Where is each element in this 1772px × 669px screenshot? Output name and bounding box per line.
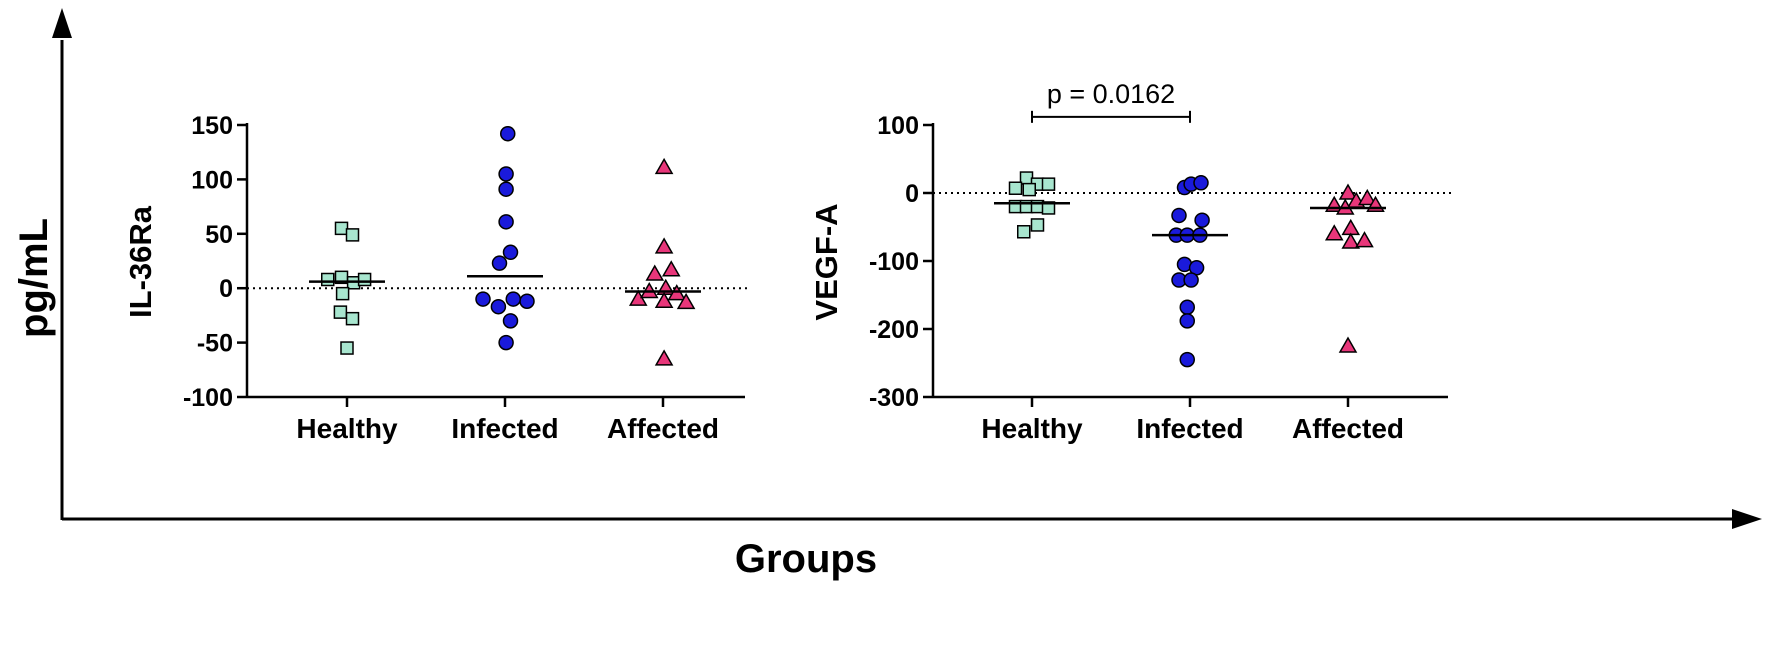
data-point-healthy xyxy=(1008,181,1023,195)
data-point-affected xyxy=(661,260,681,277)
outer-y-arrowhead xyxy=(52,8,72,38)
data-point-affected xyxy=(1338,183,1358,200)
data-point-infected xyxy=(1179,313,1195,329)
chart-panel-il36ra: IL-36Ra 150 100 50 0 -50 -100 Healthy Infected A… xyxy=(123,112,750,444)
data-point-infected xyxy=(491,255,508,271)
data-point-healthy xyxy=(345,228,360,242)
outer-x-label: Groups xyxy=(735,537,877,581)
data-point-infected xyxy=(498,334,514,351)
data-point-infected xyxy=(502,244,519,261)
data-point-healthy xyxy=(333,305,348,319)
y-tick-label: 150 xyxy=(191,112,233,140)
x-category-label: Healthy xyxy=(981,413,1083,444)
data-point-infected xyxy=(490,298,507,315)
y-tick-label: -300 xyxy=(869,384,919,412)
data-point-healthy xyxy=(321,272,335,287)
data-point-infected xyxy=(505,291,521,307)
panel1-plot: 150 100 50 0 -50 -100 Healthy Infected Affected xyxy=(183,112,750,444)
data-point-infected xyxy=(502,313,519,329)
x-category-label: Healthy xyxy=(296,413,398,444)
y-tick-label: 50 xyxy=(205,221,233,249)
data-point-infected xyxy=(475,291,491,307)
y-tick-label: -100 xyxy=(869,248,919,276)
x-category-label: Infected xyxy=(451,413,558,444)
outer-y-label: pg/mL xyxy=(12,218,56,338)
data-point-infected xyxy=(1193,175,1209,191)
data-point-affected xyxy=(1341,232,1361,249)
data-point-infected xyxy=(1179,299,1195,315)
data-point-affected xyxy=(1355,231,1374,248)
y-tick-label: 100 xyxy=(191,166,233,194)
x-category-label: Infected xyxy=(1136,413,1243,444)
panel2-plot: 100 0 -100 -200 -300 Healthy Infected Affected p… xyxy=(869,79,1453,444)
y-tick-label: 0 xyxy=(905,180,919,208)
data-point-infected xyxy=(498,166,514,182)
data-point-healthy xyxy=(345,311,360,326)
data-point-affected xyxy=(654,349,674,366)
y-tick-label: 100 xyxy=(877,112,919,140)
y-tick-label: -50 xyxy=(197,330,233,358)
data-point-infected xyxy=(519,293,535,310)
data-point-healthy xyxy=(1019,171,1034,185)
data-point-infected xyxy=(1171,207,1187,224)
panel1-ylabel: IL-36Ra xyxy=(123,205,158,318)
data-point-affected xyxy=(1357,188,1377,206)
data-point-healthy xyxy=(334,221,349,236)
outer-axes: Groups pg/mL xyxy=(12,8,1762,581)
x-category-label: Affected xyxy=(1292,413,1404,444)
data-point-infected xyxy=(1179,351,1195,368)
data-point-healthy xyxy=(1030,218,1045,232)
data-point-infected xyxy=(500,125,516,142)
data-point-affected xyxy=(654,157,674,175)
data-point-affected xyxy=(1338,336,1358,353)
data-point-affected xyxy=(676,292,696,310)
x-category-label: Affected xyxy=(607,413,719,444)
y-tick-label: 0 xyxy=(219,275,233,303)
data-point-healthy xyxy=(357,272,372,287)
data-point-healthy xyxy=(1017,225,1031,239)
panel2-ylabel: VEGF-A xyxy=(809,203,844,320)
data-point-healthy xyxy=(340,341,354,355)
data-point-infected xyxy=(498,214,514,230)
data-point-healthy xyxy=(1022,182,1036,197)
outer-x-arrowhead xyxy=(1732,509,1762,529)
data-point-affected xyxy=(1324,224,1344,241)
y-tick-label: -100 xyxy=(183,384,233,412)
chart-panel-vegfa: VEGF-A 100 0 -100 -200 -300 Healthy Infected Af… xyxy=(809,79,1453,444)
data-point-infected xyxy=(1183,272,1199,288)
y-tick-label: -200 xyxy=(869,316,919,344)
p-value-annotation: p = 0.0162 xyxy=(1047,79,1175,109)
data-point-affected xyxy=(654,237,674,254)
data-point-healthy xyxy=(335,286,350,301)
data-point-affected xyxy=(654,291,674,309)
data-point-infected xyxy=(498,181,514,197)
data-point-healthy xyxy=(1041,177,1056,191)
data-point-infected xyxy=(1194,212,1210,228)
data-point-affected xyxy=(645,264,665,281)
data-point-affected xyxy=(1341,218,1361,236)
